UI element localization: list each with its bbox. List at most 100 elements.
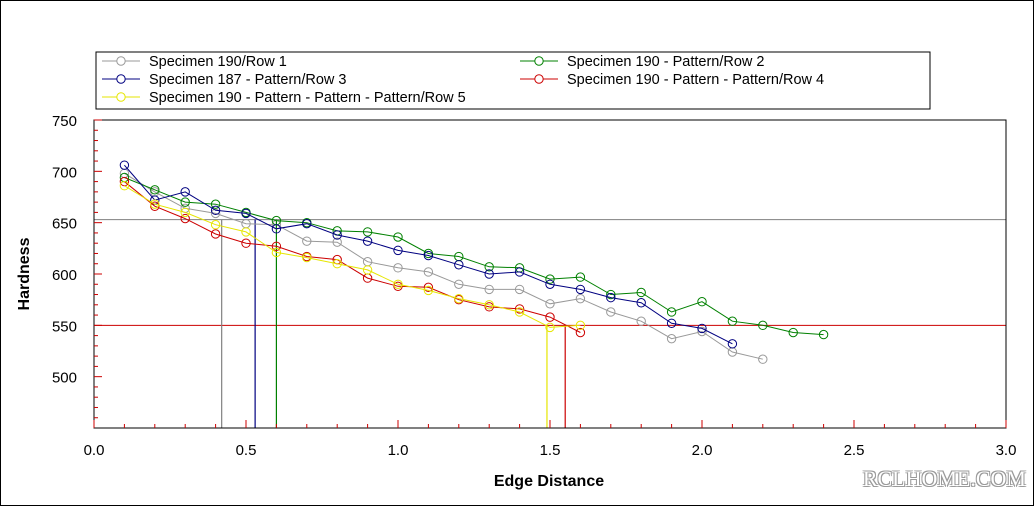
data-point [180, 197, 190, 207]
data-point [302, 236, 312, 246]
data-point [545, 299, 555, 309]
data-point [636, 298, 646, 308]
data-point [271, 247, 282, 258]
legend-entry-4: Specimen 190 - Pattern - Pattern/Row 4 [520, 72, 824, 88]
data-point [575, 272, 586, 282]
data-point [788, 327, 798, 338]
data-point [180, 213, 190, 224]
data-point [575, 284, 586, 295]
data-point [271, 224, 282, 234]
data-point [484, 269, 494, 279]
data-point [666, 307, 677, 317]
series-group [119, 160, 829, 364]
series-line-2 [124, 177, 824, 336]
legend-label: Specimen 190 - Pattern - Pattern/Row 4 [567, 72, 824, 88]
data-point [302, 218, 312, 229]
data-point [575, 327, 586, 338]
y-axis: 500 550 600 650 700 750 [52, 113, 102, 419]
data-point [423, 282, 434, 293]
x-tick-label: 2.5 [844, 442, 865, 459]
y-tick-label: 600 [52, 267, 77, 284]
data-point [514, 304, 525, 314]
data-point [332, 230, 342, 240]
legend-entry-1: Specimen 190/Row 1 [102, 54, 287, 70]
y-tick-label: 500 [52, 370, 77, 387]
data-point [210, 205, 221, 216]
x-tick-label: 1.0 [388, 442, 409, 459]
series-4 [119, 176, 586, 338]
data-point [454, 260, 464, 270]
data-point [119, 160, 130, 170]
data-point [180, 207, 190, 218]
series-line-3 [124, 164, 733, 345]
data-point [727, 316, 738, 326]
data-point [393, 245, 403, 256]
x-tick-label: 3.0 [996, 442, 1017, 459]
reference-lines [94, 219, 1006, 326]
data-point [362, 265, 373, 275]
data-point [606, 289, 616, 300]
legend-label: Specimen 190/Row 1 [149, 54, 287, 70]
data-point [545, 279, 555, 289]
data-point [393, 279, 403, 289]
data-point [241, 227, 251, 237]
data-point [636, 316, 646, 326]
data-point [150, 199, 160, 209]
data-point [393, 232, 403, 242]
data-point [210, 229, 221, 239]
legend: Specimen 190/Row 1 Specimen 190 - Pattern… [95, 51, 931, 110]
data-point [484, 284, 494, 295]
data-point [545, 274, 555, 284]
data-point [575, 320, 586, 331]
legend-marker-swatch [534, 74, 544, 84]
x-axis: 0.0 0.5 1.0 1.5 2.0 2.5 3.0 [84, 420, 1017, 459]
legend-label: Specimen 190 - Pattern - Pattern - Patte… [149, 90, 466, 106]
data-point [606, 292, 616, 303]
data-point [758, 320, 768, 331]
data-point [454, 293, 464, 304]
data-point [362, 236, 373, 246]
x-tick-label: 2.0 [692, 442, 713, 459]
data-point [636, 287, 646, 298]
data-point [423, 285, 434, 296]
data-point [423, 267, 434, 277]
series-1 [119, 168, 768, 364]
watermark-text: RCLHOME.COM [862, 466, 1026, 491]
data-point [302, 252, 312, 263]
series-5 [119, 181, 586, 333]
data-point [727, 339, 738, 349]
data-point [818, 329, 829, 340]
data-point [758, 354, 768, 364]
legend-marker-swatch [116, 92, 126, 102]
data-point [606, 307, 616, 317]
series-line-5 [124, 185, 581, 328]
data-point [697, 297, 707, 307]
y-tick-label: 650 [52, 216, 77, 233]
series-line-1 [124, 172, 763, 360]
data-point [180, 187, 190, 197]
data-point [210, 220, 221, 230]
data-point [484, 262, 494, 272]
data-point [666, 333, 677, 344]
data-point [514, 284, 525, 295]
legend-marker-swatch [116, 56, 126, 66]
data-point [423, 250, 434, 261]
data-point [332, 237, 342, 247]
data-point [393, 263, 403, 273]
y-tick-label: 700 [52, 164, 77, 181]
data-point [514, 267, 525, 277]
legend-label: Specimen 187 - Pattern/Row 3 [149, 72, 346, 88]
data-point [119, 181, 130, 191]
legend-marker-swatch [116, 74, 126, 84]
data-point [514, 307, 525, 317]
x-axis-label: Edge Distance [494, 473, 604, 490]
data-point [575, 293, 586, 304]
x-tick-label: 1.5 [540, 442, 561, 459]
legend-entry-2: Specimen 190 - Pattern/Row 2 [520, 54, 764, 70]
data-point [545, 322, 555, 333]
data-point [666, 318, 677, 328]
drop-lines [221, 219, 566, 428]
y-tick-label: 550 [52, 318, 77, 335]
x-tick-label: 0.5 [236, 442, 257, 459]
data-point [210, 208, 221, 219]
